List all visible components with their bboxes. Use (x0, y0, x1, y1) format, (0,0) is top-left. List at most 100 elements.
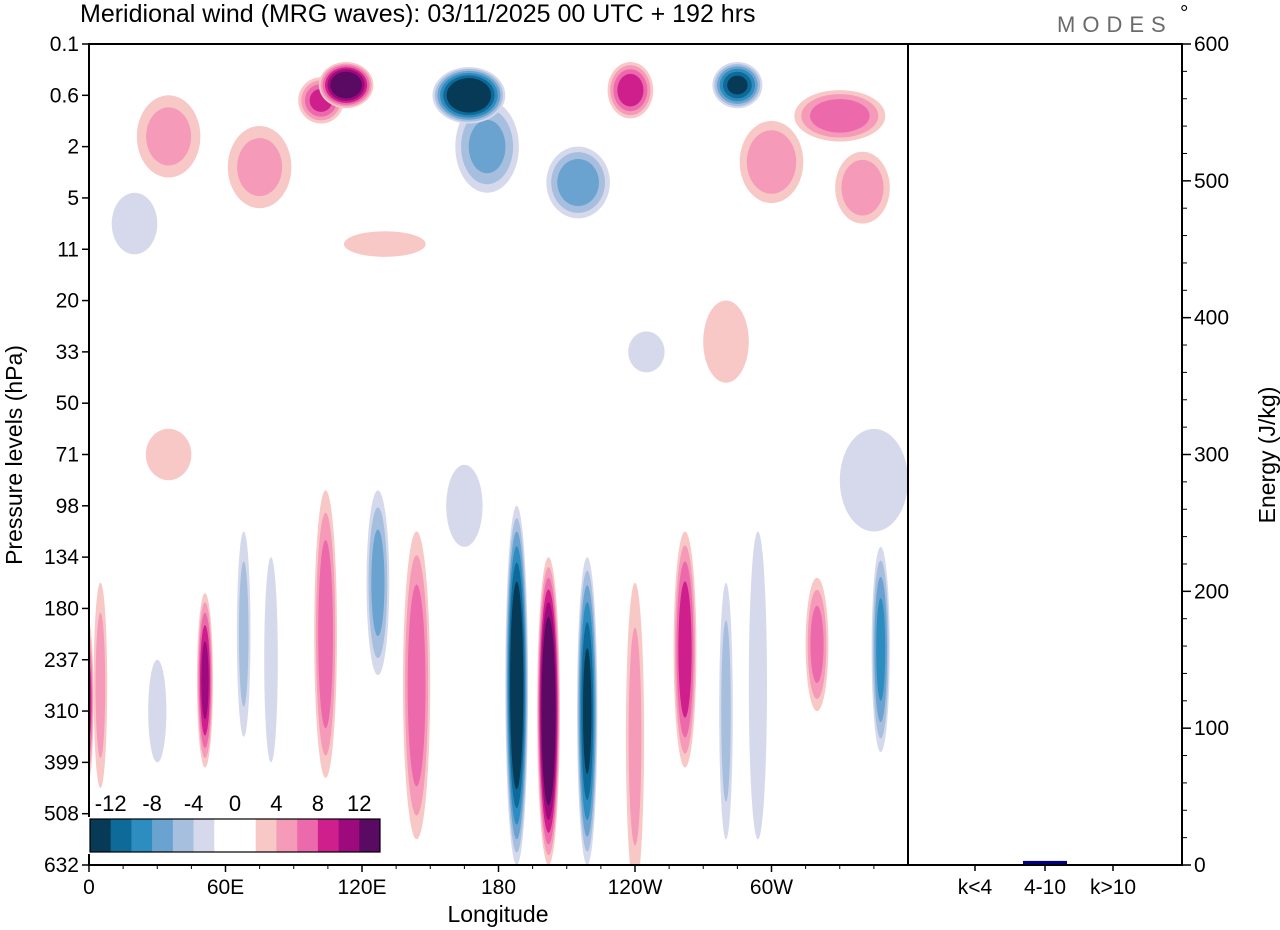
colorbar-swatch (152, 819, 174, 852)
colorbar: -12 -8 -4 0 4 8 12 (88, 791, 382, 854)
contour-band (617, 73, 644, 107)
colorbar-swatch (214, 819, 236, 852)
y-tick-label: 237 (44, 649, 79, 672)
wind-anomaly-positive (403, 531, 431, 840)
wind-anomaly-negative (111, 192, 158, 255)
wind-anomaly-positive (673, 531, 697, 768)
wind-anomaly-positive (227, 126, 292, 209)
contour-band (628, 627, 642, 846)
wind-anomaly-positive (314, 490, 337, 778)
contour-band (111, 192, 158, 255)
colorbar-swatch (276, 819, 298, 852)
contour-band (468, 119, 506, 174)
contour-band (145, 428, 192, 481)
contour-band (721, 620, 731, 802)
x-tick-label: 120E (337, 876, 386, 899)
energy-tick-label: 600 (1194, 33, 1229, 56)
contour-band (557, 159, 599, 206)
energy-category-label: k>10 (1090, 876, 1136, 899)
energy-tick-label: 200 (1194, 580, 1229, 603)
logo-mark: ° (1180, 2, 1188, 25)
contour-field (89, 61, 908, 865)
energy-tick-label: 500 (1194, 170, 1229, 193)
energy-y-ticks: 0 100 200 300 400 500 600 (1182, 33, 1229, 877)
contour-band (583, 648, 592, 774)
wind-anomaly-positive (537, 557, 560, 865)
modes-logo: MODES ° (1057, 2, 1188, 37)
contour-band (839, 428, 908, 532)
y-tick-label: 71 (56, 444, 79, 467)
wind-anomaly-positive (739, 120, 804, 204)
y-tick-label: 11 (57, 238, 79, 261)
contour-band (264, 557, 278, 763)
colorbar-label: 8 (312, 791, 324, 816)
contour-band (746, 130, 797, 194)
wind-anomaly-negative (628, 331, 665, 373)
wind-anomaly-negative (712, 62, 763, 109)
contour-panel: 0 60E 120E 180 120W 60W 0.1 0.6 2 5 11 20 33 50 71 98 1… (44, 33, 909, 899)
contour-band (628, 331, 665, 373)
colorbar-swatch (193, 819, 215, 852)
contour-band (343, 231, 426, 257)
y-tick-label: 2 (67, 136, 79, 159)
contour-band (810, 99, 870, 133)
x-tick-label: 0 (83, 876, 95, 899)
wind-anomaly-positive (794, 90, 886, 142)
contour-band (876, 598, 886, 701)
x-tick-label: 60W (750, 876, 793, 899)
x-tick-label: 120W (608, 876, 663, 899)
x-tick-label: 60E (207, 876, 244, 899)
energy-plot-frame (907, 43, 1183, 866)
contour-band (727, 75, 748, 95)
wind-anomaly-negative (719, 582, 733, 840)
contour-band (371, 529, 385, 637)
wind-anomaly-negative (264, 557, 278, 763)
contour-band (748, 531, 768, 840)
contour-band (678, 581, 692, 718)
wind-anomaly-negative (871, 546, 890, 753)
colorbar-swatch (110, 819, 132, 852)
colorbar-swatch (235, 819, 257, 852)
y-tick-label: 5 (67, 187, 79, 210)
logo-text: MODES (1057, 12, 1173, 37)
contour-band (201, 641, 209, 720)
x-axis-ticks: 0 60E 120E 180 120W 60W (83, 865, 875, 899)
contour-band (407, 584, 426, 787)
y-axis-label: Pressure levels (hPa) (1, 345, 27, 565)
contour-band (703, 300, 749, 383)
wind-anomaly-negative (366, 490, 390, 676)
y-tick-label: 632 (44, 854, 79, 877)
wind-anomaly-positive (197, 593, 213, 768)
energy-plot-background (908, 44, 1182, 865)
wind-anomaly-negative (546, 146, 610, 219)
colorbar-swatch (297, 819, 319, 852)
energy-tick-label: 0 (1194, 854, 1206, 877)
colorbar-label: -4 (184, 791, 204, 816)
y-axis-ticks: 0.1 0.6 2 5 11 20 33 50 71 98 134 180 237 310 399 508 63… (44, 33, 89, 877)
wind-anomaly-negative (505, 505, 529, 865)
energy-panel: 0 100 200 300 400 500 600 k<4 4-10 k>10 (907, 33, 1229, 899)
energy-category-label: 4-10 (1024, 876, 1066, 899)
contour-band (511, 605, 522, 766)
y-tick-label: 399 (44, 751, 79, 774)
wind-anomaly-positive (136, 95, 201, 178)
contour-band (446, 464, 483, 547)
x-axis-label: Longitude (447, 901, 548, 927)
contour-band (544, 656, 553, 766)
wind-anomaly-positive (145, 428, 192, 481)
x-tick-label: 180 (481, 876, 516, 899)
energy-bar (1023, 860, 1067, 865)
contour-band (146, 107, 192, 166)
energy-tick-label: 100 (1194, 717, 1229, 740)
wind-anomaly-positive (625, 582, 645, 865)
y-tick-label: 50 (56, 392, 79, 415)
wind-anomaly-positive (703, 300, 749, 383)
contour-band (148, 659, 167, 763)
y-tick-label: 0.6 (50, 84, 79, 107)
contour-band (95, 612, 106, 759)
y-tick-label: 0.1 (50, 33, 79, 56)
colorbar-label: -8 (142, 791, 162, 816)
wind-anomaly-negative (432, 67, 506, 124)
contour-band (456, 85, 482, 106)
energy-x-categories: k<4 4-10 k>10 (958, 865, 1136, 899)
